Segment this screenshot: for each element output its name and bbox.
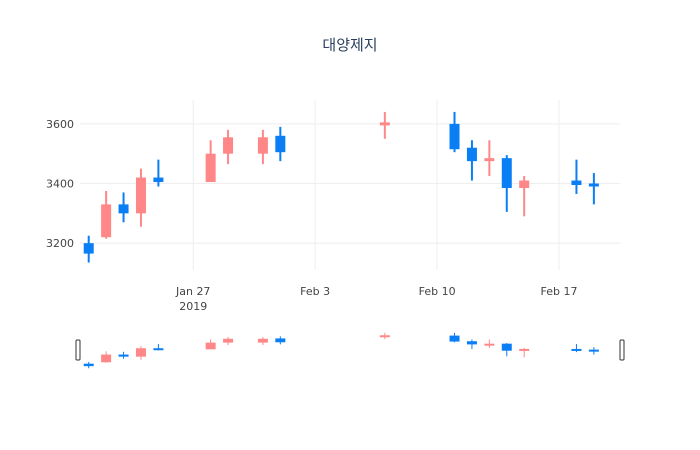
slider-candle-body <box>588 349 599 352</box>
candle-body <box>83 243 94 254</box>
candle-body <box>501 158 512 188</box>
x-tick-label: Feb 10 <box>419 285 456 298</box>
candle-body <box>118 204 129 214</box>
slider-candle-body <box>484 343 495 346</box>
x-tick-label: Jan 27 <box>175 285 210 298</box>
candle-body <box>449 123 460 150</box>
slider-candle-body <box>223 338 234 343</box>
y-tick-label: 3600 <box>46 118 74 131</box>
slider-candle-body <box>571 348 582 351</box>
slider-candle-body <box>466 341 477 345</box>
y-tick-label: 3400 <box>46 178 74 191</box>
candle-body <box>484 158 495 162</box>
x-tick-label: Feb 17 <box>541 285 578 298</box>
candle-body <box>223 137 234 154</box>
x-tick-label: Feb 3 <box>300 285 330 298</box>
slider-candle-body <box>449 335 460 342</box>
candle-body <box>571 180 582 185</box>
candle-body <box>135 177 146 214</box>
slider-candle-body <box>83 363 94 367</box>
candle-body <box>588 183 599 187</box>
range-slider-right-handle[interactable] <box>619 339 625 361</box>
slider-candle-body <box>501 343 512 351</box>
slider-candle-body <box>205 342 216 350</box>
grid-layer <box>80 100 620 270</box>
x-tick-sublabel: 2019 <box>179 300 207 313</box>
candle-body <box>101 204 112 238</box>
candle-body <box>519 180 530 188</box>
slider-candle-body <box>275 338 286 343</box>
slider-candle-body <box>101 354 112 363</box>
candles <box>83 111 599 263</box>
candle-body <box>257 137 268 154</box>
candle-body <box>379 122 390 126</box>
slider-candle-body <box>519 348 530 351</box>
y-tick-label: 3200 <box>46 237 74 250</box>
slider-candle-body <box>153 348 164 351</box>
y-axis: 3200 3400 3600 <box>46 118 74 250</box>
chart-title: 대양제지 <box>322 36 377 54</box>
slider-candle-body <box>118 354 129 357</box>
range-slider-left-handle[interactable] <box>75 339 81 361</box>
candle-body <box>466 147 477 162</box>
slider-candle-body <box>257 338 268 343</box>
x-axis: Jan 27 2019 Feb 3 Feb 10 Feb 17 <box>175 285 578 313</box>
candle-body <box>205 153 216 183</box>
slider-candle-body <box>379 335 390 338</box>
candle-body <box>153 177 164 183</box>
slider-candle-body <box>135 348 146 357</box>
candle-body <box>275 135 286 153</box>
range-slider[interactable] <box>75 332 625 369</box>
